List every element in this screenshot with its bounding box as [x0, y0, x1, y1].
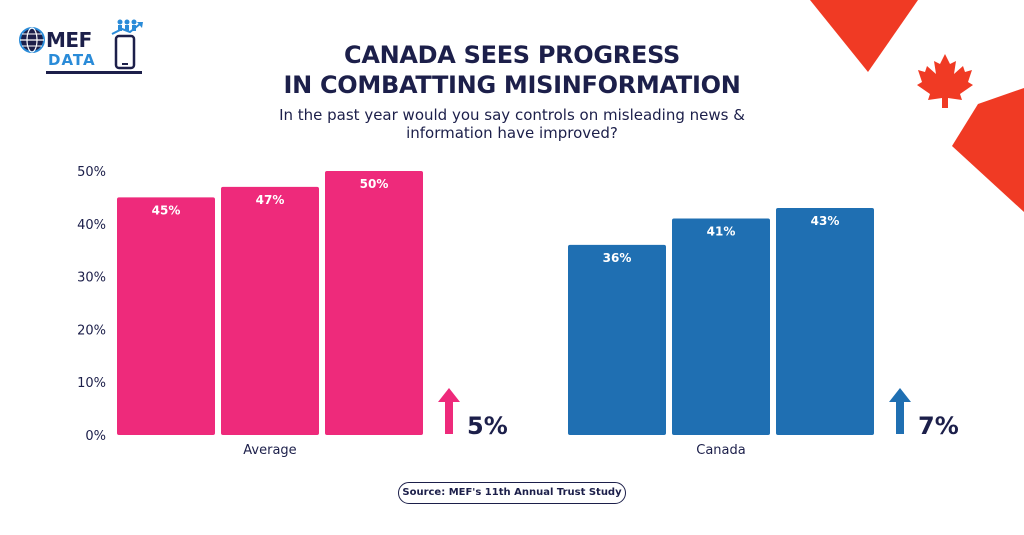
- data-label: 43%: [811, 214, 840, 228]
- source-note: Source: MEF's 11th Annual Trust Study: [398, 482, 626, 504]
- change-label: 7%: [918, 412, 959, 440]
- logo-text-data: DATA: [48, 51, 96, 69]
- data-label: 36%: [603, 251, 632, 265]
- up-arrow-icon: [889, 388, 911, 434]
- flag-stripe-top: [810, 0, 918, 72]
- bar-average-3: [325, 171, 423, 435]
- flag-stripe-bottom: [952, 88, 1024, 212]
- mef-data-logo: MEF DATA: [18, 18, 143, 78]
- bar-canada-2: [672, 218, 770, 435]
- y-tick-label: 20%: [77, 323, 106, 338]
- title-line-2: IN COMBATTING MISINFORMATION: [283, 71, 741, 99]
- logo-text-mef: MEF: [46, 28, 92, 52]
- bar-canada-1: [568, 244, 666, 435]
- bar-average-2: [221, 186, 319, 435]
- maple-leaf-icon: [917, 54, 973, 108]
- data-label: 41%: [707, 225, 736, 239]
- chart-title: CANADA SEES PROGRESS IN COMBATTING MISIN…: [0, 40, 1024, 100]
- globe-icon: [19, 27, 45, 53]
- y-tick-label: 10%: [77, 376, 106, 391]
- subtitle-line-1: In the past year would you say controls …: [279, 106, 745, 124]
- y-tick-label: 30%: [77, 271, 106, 286]
- logo-underline: [46, 71, 142, 74]
- change-label: 5%: [467, 412, 508, 440]
- y-tick-label: 0%: [85, 429, 106, 444]
- bar-canada-3: [776, 207, 874, 435]
- y-tick-label: 40%: [77, 218, 106, 233]
- data-label: 45%: [152, 203, 181, 217]
- chart-subtitle: In the past year would you say controls …: [0, 106, 1024, 142]
- up-arrow-icon: [438, 388, 460, 434]
- subtitle-line-2: information have improved?: [406, 124, 618, 142]
- data-label: 50%: [360, 177, 389, 191]
- phone-people-icon: [111, 19, 143, 70]
- category-label: Canada: [696, 443, 745, 458]
- y-tick-label: 50%: [77, 165, 106, 180]
- bar-average-1: [117, 197, 215, 435]
- category-label: Average: [243, 443, 296, 458]
- title-line-1: CANADA SEES PROGRESS: [344, 41, 680, 69]
- data-label: 47%: [256, 193, 285, 207]
